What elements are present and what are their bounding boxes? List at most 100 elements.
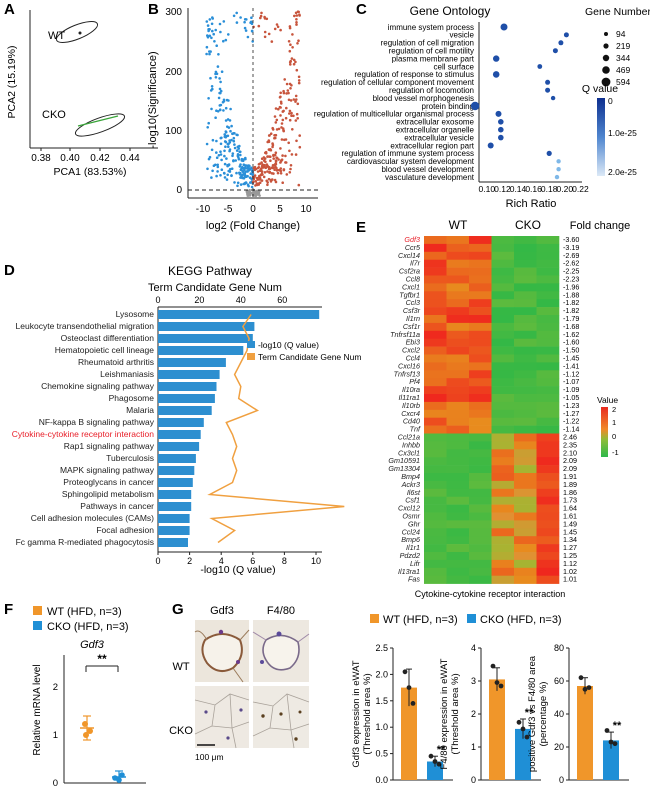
volcano-xtick: -10 (196, 204, 211, 215)
heatmap-gene-label: Ccl21a (398, 433, 420, 442)
go-dot (556, 159, 561, 164)
chart-y-tick: 20 (554, 742, 564, 752)
heatmap-cell (469, 417, 492, 426)
volcano-point (293, 14, 296, 18)
volcano-point (238, 150, 241, 153)
heatmap-cell (446, 346, 470, 355)
kegg-bar (158, 346, 244, 355)
heatmap-cell (446, 362, 470, 371)
value-tick: 2 (612, 405, 616, 414)
volcano-point (273, 178, 277, 182)
heatmap-cell (514, 386, 537, 395)
heatmap-gene-label: Ccl3 (406, 298, 420, 307)
volcano-point (210, 148, 214, 152)
heatmap-cell (469, 362, 492, 371)
heatmap-cell (536, 552, 560, 561)
heatmap-cell (424, 259, 447, 268)
gene-size-dot (601, 77, 611, 87)
heatmap-fold-value: -1.14 (563, 425, 579, 434)
volcano-point (250, 16, 253, 20)
heatmap-cell (446, 567, 470, 576)
heatmap-cell (469, 251, 492, 260)
heatmap-wt-label: WT (449, 218, 468, 232)
heatmap-cell (424, 330, 447, 339)
q-tick: 1.0e-25 (608, 128, 637, 138)
volcano-point (292, 98, 296, 101)
volcano-point (274, 107, 278, 110)
heatmap-cell (536, 465, 560, 474)
heatmap-gene-labels: Gdf3Ccr5Cxcl14Il7rCsf2raCcl8Cxcl1Tgfbr1C… (388, 235, 421, 584)
heatmap-cell (514, 267, 537, 276)
heatmap-fold-value: -2.69 (563, 251, 579, 260)
kegg-bar (158, 478, 193, 487)
heatmap-gene-label: Ccl24 (402, 527, 420, 536)
go-term-label: regulation of immune system process (342, 149, 475, 158)
volcano-point (295, 112, 299, 116)
volcano-point (279, 169, 283, 173)
heatmap-fold-value: 1.86 (563, 488, 577, 497)
volcano-point (290, 114, 293, 117)
volcano-point (207, 29, 210, 33)
heatmap-cell (446, 465, 470, 474)
volcano-point (274, 160, 278, 163)
heatmap-fold-value: 1.01 (563, 575, 577, 584)
panel-label-a: A (4, 1, 15, 18)
heatmap-cell (536, 544, 560, 553)
volcano-point (275, 128, 279, 131)
heatmap-fold-value: -2.62 (563, 259, 579, 268)
heatmap-cell (514, 425, 537, 434)
heatmap-gene-label: Ebi3 (406, 338, 420, 347)
volcano-point (265, 165, 269, 169)
volcano-point (235, 133, 238, 137)
heatmap-cell (514, 504, 537, 513)
go-term-label: protein binding (422, 102, 474, 111)
heatmap-cell (469, 480, 492, 490)
volcano-point (271, 142, 274, 145)
volcano-point (288, 82, 292, 86)
heatmap-gene-label: Ccl8 (406, 275, 420, 284)
heatmap-cell (446, 259, 470, 268)
go-term-label: vasculature development (385, 173, 475, 182)
volcano-point (243, 26, 247, 30)
heatmap-cell (469, 322, 492, 332)
heatmap-fold-value: -1.79 (563, 314, 579, 323)
kegg-bottom-tick: 8 (282, 556, 287, 566)
volcano-point (235, 171, 238, 175)
q-tick: 2.0e-25 (608, 167, 637, 177)
volcano-point (219, 153, 223, 156)
go-term-label: blood vessel development (381, 165, 474, 174)
value-tick: 1 (612, 418, 616, 427)
volcano-point (215, 44, 218, 47)
heatmap-fold-value: -1.41 (563, 361, 579, 370)
volcano-point (210, 107, 213, 111)
chart-y-tick: 2.0 (375, 669, 388, 679)
volcano-point (251, 172, 254, 176)
ihc-wt-f480-image (252, 620, 310, 682)
heatmap-cell (536, 394, 560, 403)
volcano-point (216, 170, 219, 173)
gene-size-value: 594 (616, 77, 630, 87)
wt-data-point (83, 732, 89, 738)
legend-cko-swatch (467, 614, 476, 623)
heatmap-cell (491, 251, 515, 260)
volcano-point (216, 65, 220, 68)
heatmap-cell (424, 275, 447, 284)
chart-y-tick: 80 (554, 643, 564, 653)
volcano-point (284, 161, 288, 164)
volcano-point (258, 177, 262, 180)
go-x-tick: 0.16 (525, 184, 542, 194)
volcano-point (239, 168, 243, 172)
heatmap-cell (514, 552, 537, 561)
volcano-point (273, 115, 277, 118)
heatmap-fold-value: 1.02 (563, 567, 577, 576)
kegg-pathway-label: Fc gamma R-mediated phagocytosis (16, 537, 154, 547)
wt-bar (577, 686, 593, 780)
cko-data-point (116, 777, 122, 783)
heatmap-cell (446, 378, 470, 387)
volcano-point (287, 141, 291, 145)
pca-xtick: 0.38 (31, 153, 51, 164)
volcano-point (272, 153, 275, 157)
heatmap-cell (536, 488, 560, 497)
volcano-point (295, 21, 298, 24)
kegg-bar (158, 502, 192, 511)
